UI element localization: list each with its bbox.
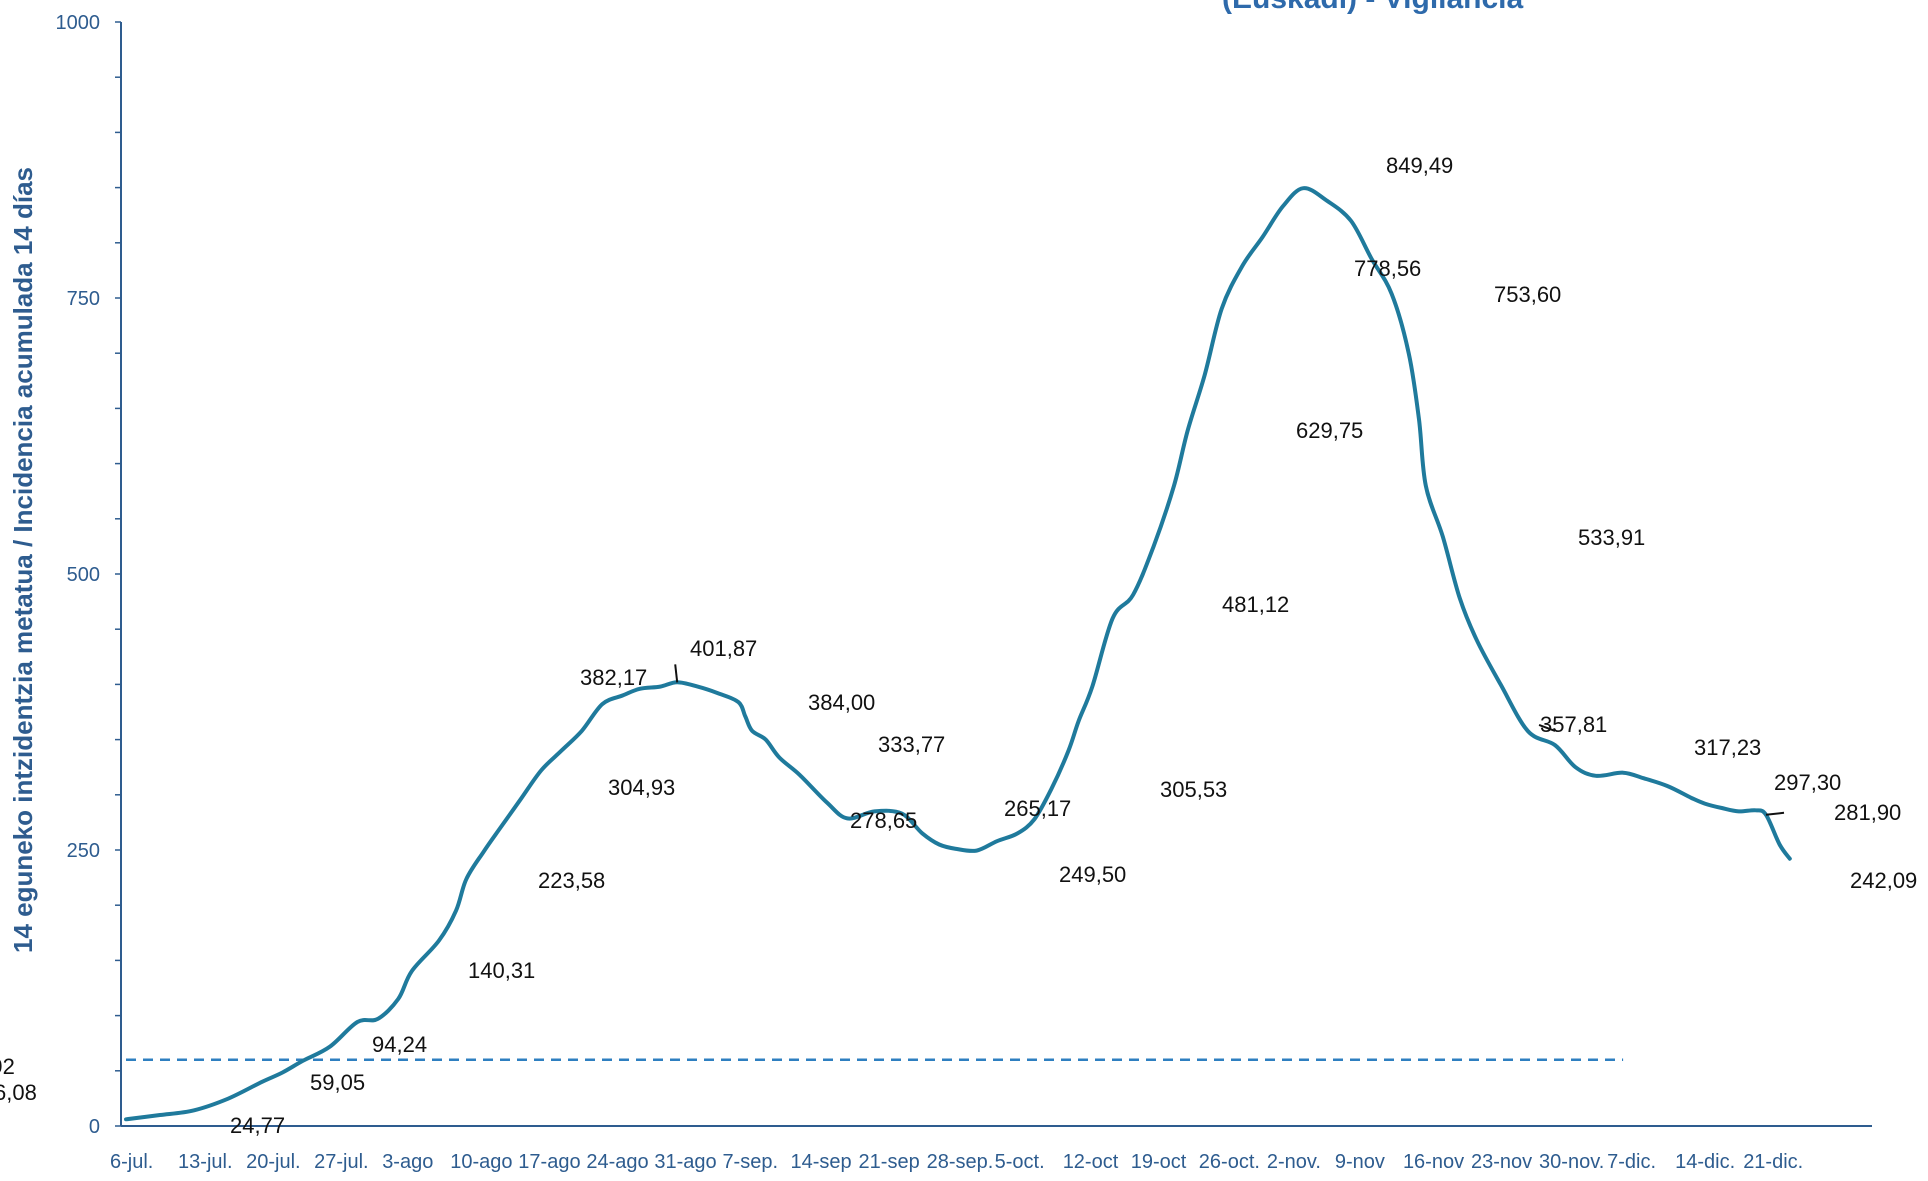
chart-title: (Euskadi) - Vigilancia [1222, 0, 1524, 15]
data-label: 249,50 [1059, 862, 1126, 887]
x-tick-label: 23-nov [1471, 1151, 1532, 1173]
data-label: 629,75 [1296, 418, 1363, 443]
x-tick-label: 3-ago [382, 1151, 433, 1173]
x-tick-label: 2-nov. [1267, 1151, 1321, 1173]
data-label: 778,56 [1354, 256, 1421, 281]
x-tick-label: 12-oct [1063, 1151, 1119, 1173]
y-tick-label: 0 [89, 1116, 100, 1138]
data-label: 849,49 [1386, 153, 1453, 178]
x-tick-label: 9-nov [1335, 1151, 1385, 1173]
data-label: 533,91 [1578, 525, 1645, 550]
data-label: 9,92 [0, 1054, 15, 1079]
data-label: 223,58 [538, 868, 605, 893]
label-leader-line [674, 664, 679, 683]
data-label: 6,08 [0, 1080, 37, 1105]
label-leader-line [1765, 811, 1785, 816]
data-label: 242,09 [1850, 868, 1917, 893]
data-label: 281,90 [1834, 800, 1901, 825]
y-tick-label: 750 [67, 288, 100, 310]
y-tick-label: 1000 [56, 12, 101, 34]
x-tick-label: 21-dic. [1743, 1151, 1803, 1173]
x-tick-label: 31-ago [654, 1151, 716, 1173]
data-label: 317,23 [1694, 735, 1761, 760]
x-tick-label: 26-oct. [1199, 1151, 1260, 1173]
x-tick-label: 7-dic. [1607, 1151, 1656, 1173]
x-tick-label: 14-sep [791, 1151, 852, 1173]
x-tick-label: 20-jul. [246, 1151, 300, 1173]
data-label: 59,05 [310, 1070, 365, 1095]
label-leader-line [1538, 724, 1556, 732]
data-label: 481,12 [1222, 592, 1289, 617]
data-label: 333,77 [878, 732, 945, 757]
x-tick-label: 28-sep. [927, 1151, 994, 1173]
x-tick-label: 14-dic. [1675, 1151, 1735, 1173]
x-tick-label: 10-ago [450, 1151, 512, 1173]
x-tick-label: 7-sep. [722, 1151, 778, 1173]
y-tick-label: 500 [67, 564, 100, 586]
x-tick-label: 6-jul. [110, 1151, 153, 1173]
x-tick-label: 16-nov [1403, 1151, 1464, 1173]
data-label: 24,77 [230, 1113, 285, 1138]
data-label: 401,87 [690, 636, 757, 661]
data-label: 384,00 [808, 690, 875, 715]
x-tick-label: 30-nov. [1539, 1151, 1604, 1173]
x-tick-label: 5-oct. [995, 1151, 1045, 1173]
data-label: 304,93 [608, 775, 675, 800]
x-tick-label: 19-oct [1131, 1151, 1187, 1173]
data-label: 753,60 [1494, 282, 1561, 307]
y-axis-title: 14 eguneko intzidentzia metatua / Incide… [8, 167, 38, 953]
x-tick-label: 27-jul. [314, 1151, 368, 1173]
x-tick-label: 13-jul. [178, 1151, 232, 1173]
data-label: 305,53 [1160, 777, 1227, 802]
data-label: 278,65 [850, 808, 917, 833]
data-label: 140,31 [468, 958, 535, 983]
data-label: 94,24 [372, 1032, 427, 1057]
y-tick-label: 250 [67, 840, 100, 862]
x-tick-label: 24-ago [586, 1151, 648, 1173]
data-label: 265,17 [1004, 796, 1071, 821]
data-label: 382,17 [580, 665, 647, 690]
data-label: 297,30 [1774, 770, 1841, 795]
incidence-series-line [124, 186, 1792, 1122]
data-label: 357,81 [1540, 712, 1607, 737]
x-tick-label: 21-sep [859, 1151, 920, 1173]
x-tick-label: 17-ago [518, 1151, 580, 1173]
